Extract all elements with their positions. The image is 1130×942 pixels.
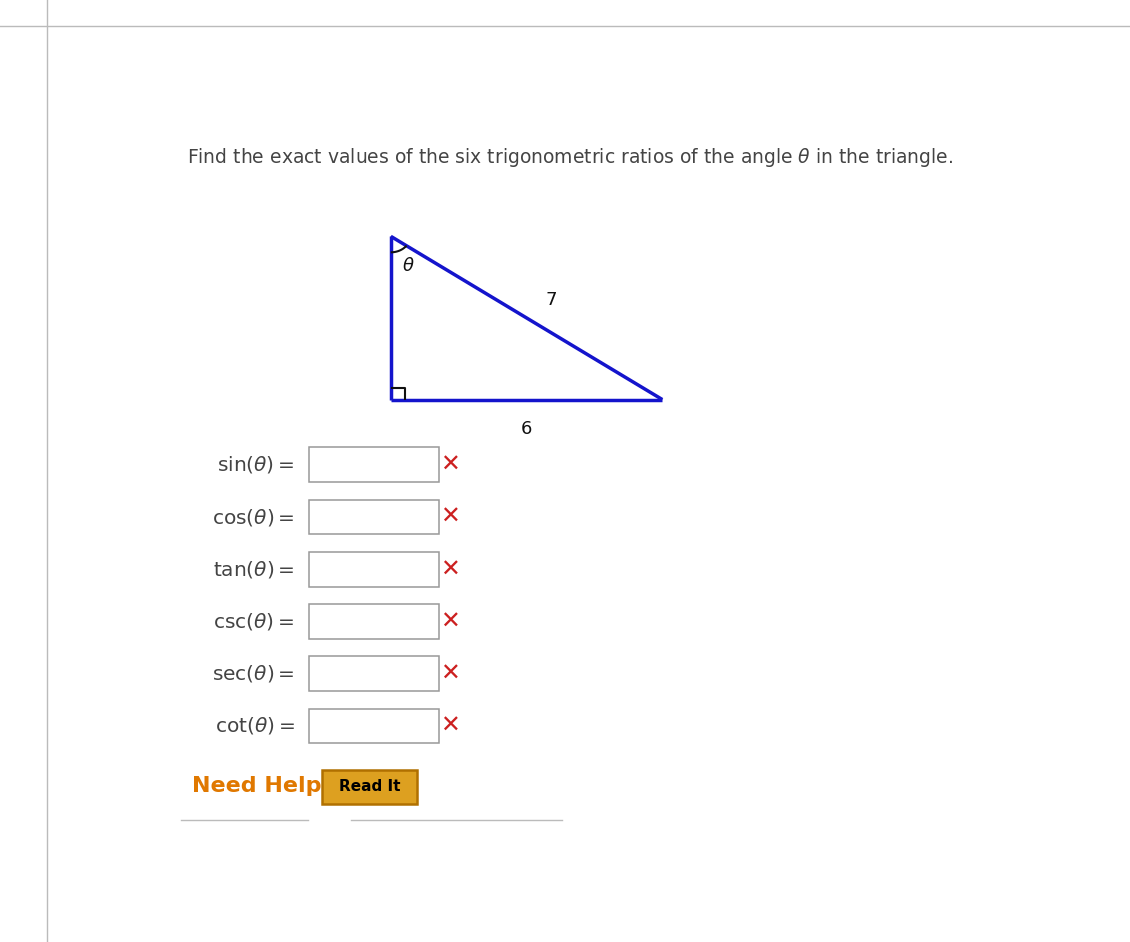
Text: Need Help?: Need Help? [192, 776, 334, 796]
Bar [310, 447, 438, 482]
Bar [310, 657, 438, 691]
Text: Find the exact values of the six trigonometric ratios of the angle $\theta$ in t: Find the exact values of the six trigono… [186, 146, 954, 169]
Text: ✕: ✕ [440, 558, 460, 581]
Text: Read It: Read It [339, 779, 400, 794]
Text: $\theta$: $\theta$ [402, 256, 415, 275]
Text: $\mathrm{cos}(\theta) =$: $\mathrm{cos}(\theta) =$ [212, 507, 295, 528]
FancyBboxPatch shape [322, 771, 417, 804]
Text: ✕: ✕ [440, 714, 460, 738]
Text: ✕: ✕ [440, 505, 460, 529]
Text: ✕: ✕ [440, 609, 460, 634]
Text: $\mathrm{sin}(\theta) =$: $\mathrm{sin}(\theta) =$ [217, 454, 295, 476]
Bar [310, 708, 438, 743]
Text: ✕: ✕ [440, 453, 460, 477]
Text: $\mathrm{csc}(\theta) =$: $\mathrm{csc}(\theta) =$ [214, 611, 295, 632]
Text: $\mathrm{sec}(\theta) =$: $\mathrm{sec}(\theta) =$ [212, 663, 295, 684]
Text: $\mathrm{tan}(\theta) =$: $\mathrm{tan}(\theta) =$ [212, 559, 295, 579]
Text: 7: 7 [546, 291, 557, 309]
Text: ✕: ✕ [440, 661, 460, 686]
Bar [310, 552, 438, 587]
Bar [310, 604, 438, 639]
Text: 6: 6 [521, 420, 532, 438]
Text: $\mathrm{cot}(\theta) =$: $\mathrm{cot}(\theta) =$ [215, 716, 295, 737]
Bar [310, 499, 438, 534]
